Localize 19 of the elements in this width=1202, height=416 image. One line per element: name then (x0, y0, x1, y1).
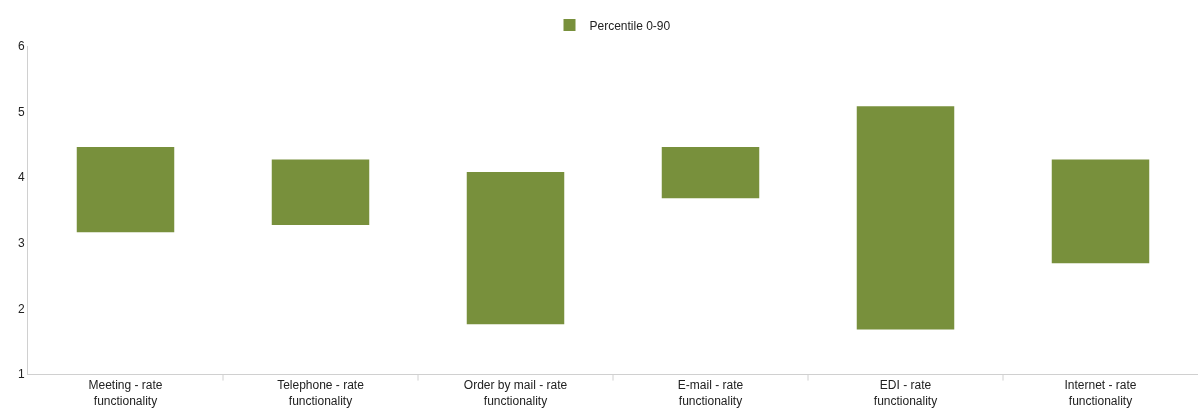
bar (661, 147, 760, 199)
x-tick-label: Order by mail - rate functionality (463, 378, 568, 408)
bar (271, 159, 370, 226)
x-tick-label: EDI - rate functionality (873, 378, 938, 408)
y-tick-label: 5 (17, 104, 25, 119)
y-tick-label: 6 (17, 39, 25, 54)
bar (76, 147, 175, 233)
y-tick-label: 1 (17, 367, 25, 382)
y-tick-label: 2 (17, 301, 25, 316)
bar (1051, 159, 1150, 264)
y-tick-label: 4 (17, 170, 25, 185)
x-tick-label: Telephone - rate functionality (277, 378, 365, 408)
bar (466, 171, 565, 325)
y-tick-label: 3 (17, 236, 25, 250)
legend-label: Percentile 0-90 (589, 18, 671, 33)
x-tick-label: Internet - rate functionality (1064, 378, 1137, 408)
x-tick-label: E-mail - rate functionality (677, 378, 744, 408)
x-tick-label: Meeting - rate functionality (88, 378, 163, 408)
bar (856, 106, 955, 330)
